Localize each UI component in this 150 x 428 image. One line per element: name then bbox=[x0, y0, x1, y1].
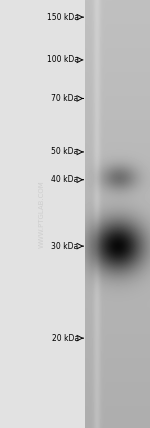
Text: 70 kDa: 70 kDa bbox=[51, 94, 79, 103]
Text: 50 kDa: 50 kDa bbox=[51, 147, 79, 157]
Text: 150 kDa: 150 kDa bbox=[47, 12, 79, 22]
Text: 40 kDa: 40 kDa bbox=[51, 175, 79, 184]
FancyBboxPatch shape bbox=[0, 0, 85, 428]
Text: 100 kDa: 100 kDa bbox=[47, 55, 79, 65]
Text: 30 kDa: 30 kDa bbox=[51, 241, 79, 251]
Text: 20 kDa: 20 kDa bbox=[52, 333, 79, 343]
Text: WWW.PTGLAB.COM: WWW.PTGLAB.COM bbox=[39, 180, 45, 248]
